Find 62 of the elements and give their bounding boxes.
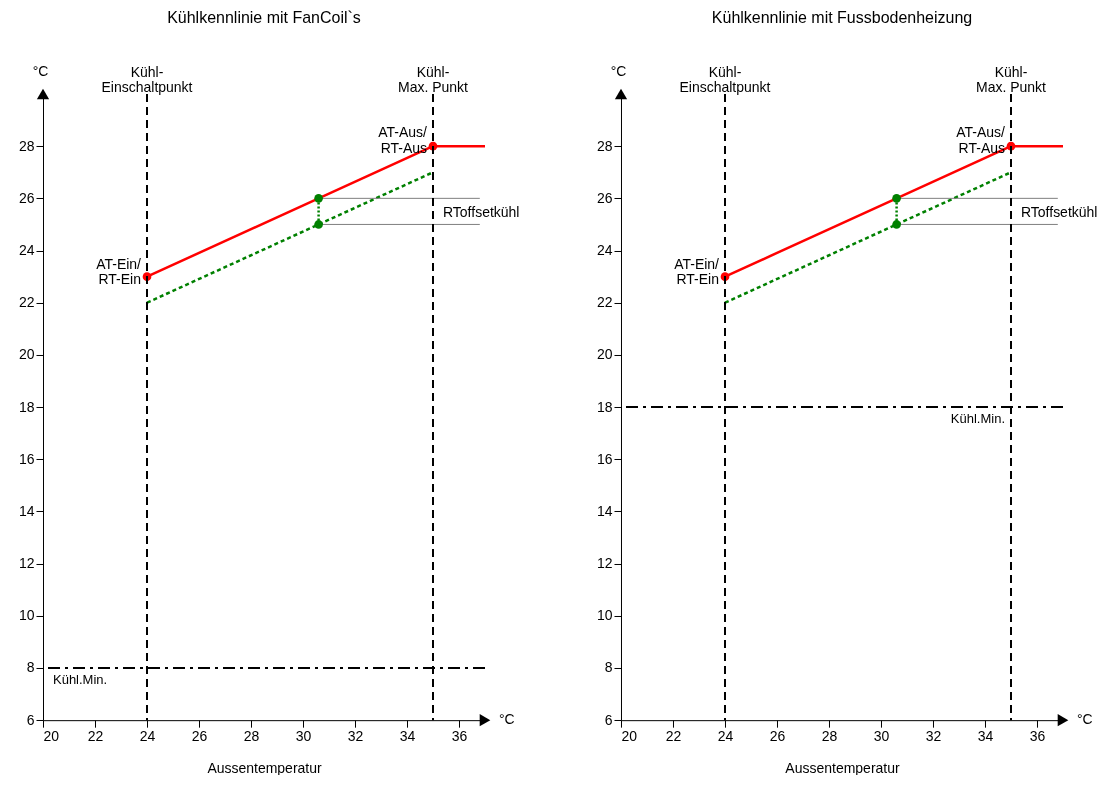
y-axis-title: °C — [32, 63, 49, 80]
y-tick-label: 20 — [18, 346, 35, 363]
chart-title: Kühlkennlinie mit Fussbodenheizung — [711, 9, 973, 26]
y-tick-label: 20 — [596, 346, 613, 363]
x-tick-label: 30 — [873, 727, 890, 744]
x-tick-label: 28 — [243, 727, 260, 744]
y-tick-label: 22 — [596, 294, 613, 311]
y-axis-title: °C — [610, 63, 627, 80]
x-tick-label: 20 — [621, 727, 638, 744]
x-tick-label: 30 — [295, 727, 312, 744]
y-tick-label: 18 — [596, 398, 613, 415]
text: °C — [1077, 711, 1093, 728]
y-tick-label: 14 — [18, 502, 35, 519]
y-tick-label: 26 — [18, 189, 35, 206]
y-tick-label: 24 — [596, 242, 613, 259]
y-tick-label: 12 — [18, 555, 35, 572]
y-tick-label: 8 — [26, 659, 35, 676]
x-tick-label: 28 — [821, 727, 838, 744]
y-tick-label: 28 — [18, 137, 35, 154]
ref-line-label: Kühl- Max. Punkt — [398, 64, 469, 95]
annotation: AT-Aus/ RT-Aus — [956, 124, 1006, 157]
x-axis-title: Aussentemperatur — [207, 759, 322, 776]
x-tick-label: 26 — [769, 727, 786, 744]
x-tick-label: 36 — [1029, 727, 1046, 744]
x-tick-label: 24 — [139, 727, 156, 744]
annotation: AT-Ein/ RT-Ein — [674, 255, 720, 288]
ref-line-label: Kühl- Einschaltpunkt — [101, 64, 193, 95]
y-tick-label: 6 — [26, 711, 35, 728]
y-tick-label: 24 — [18, 242, 35, 259]
chart-title: Kühlkennlinie mit FanCoil`s — [167, 9, 361, 26]
x-tick-label: 32 — [925, 727, 942, 744]
x-tick-label: 24 — [717, 727, 734, 744]
annotation: RToffsetkühl — [443, 203, 520, 220]
x-tick-label: 26 — [191, 727, 208, 744]
y-tick-label: 28 — [596, 137, 613, 154]
text: °C — [499, 711, 515, 728]
ref-line-label: Kühl- Einschaltpunkt — [679, 64, 771, 95]
y-tick-label: 26 — [596, 189, 613, 206]
ref-line-label: Kühl- Max. Punkt — [976, 64, 1047, 95]
y-tick-label: 10 — [596, 607, 613, 624]
y-tick-label: 22 — [18, 294, 35, 311]
x-axis-title: Aussentemperatur — [785, 759, 900, 776]
x-tick-label: 20 — [43, 727, 60, 744]
ref-line-label: Kühl.Min. — [53, 671, 108, 687]
annotation: RToffsetkühl — [1021, 203, 1098, 220]
y-tick-label: 16 — [18, 450, 35, 467]
x-tick-label: 34 — [977, 727, 994, 744]
annotation: AT-Aus/ RT-Aus — [378, 124, 428, 157]
y-tick-label: 18 — [18, 398, 35, 415]
ref-line-label: Kühl.Min. — [950, 411, 1005, 427]
x-tick-label: 22 — [87, 727, 104, 744]
y-tick-label: 14 — [596, 502, 613, 519]
y-tick-label: 10 — [18, 607, 35, 624]
y-tick-label: 12 — [596, 555, 613, 572]
x-tick-label: 32 — [347, 727, 364, 744]
y-tick-label: 8 — [604, 659, 613, 676]
x-tick-label: 34 — [399, 727, 416, 744]
annotation: AT-Ein/ RT-Ein — [96, 255, 142, 288]
y-tick-label: 6 — [604, 711, 613, 728]
x-tick-label: 36 — [451, 727, 468, 744]
y-tick-label: 16 — [596, 450, 613, 467]
x-tick-label: 22 — [665, 727, 682, 744]
